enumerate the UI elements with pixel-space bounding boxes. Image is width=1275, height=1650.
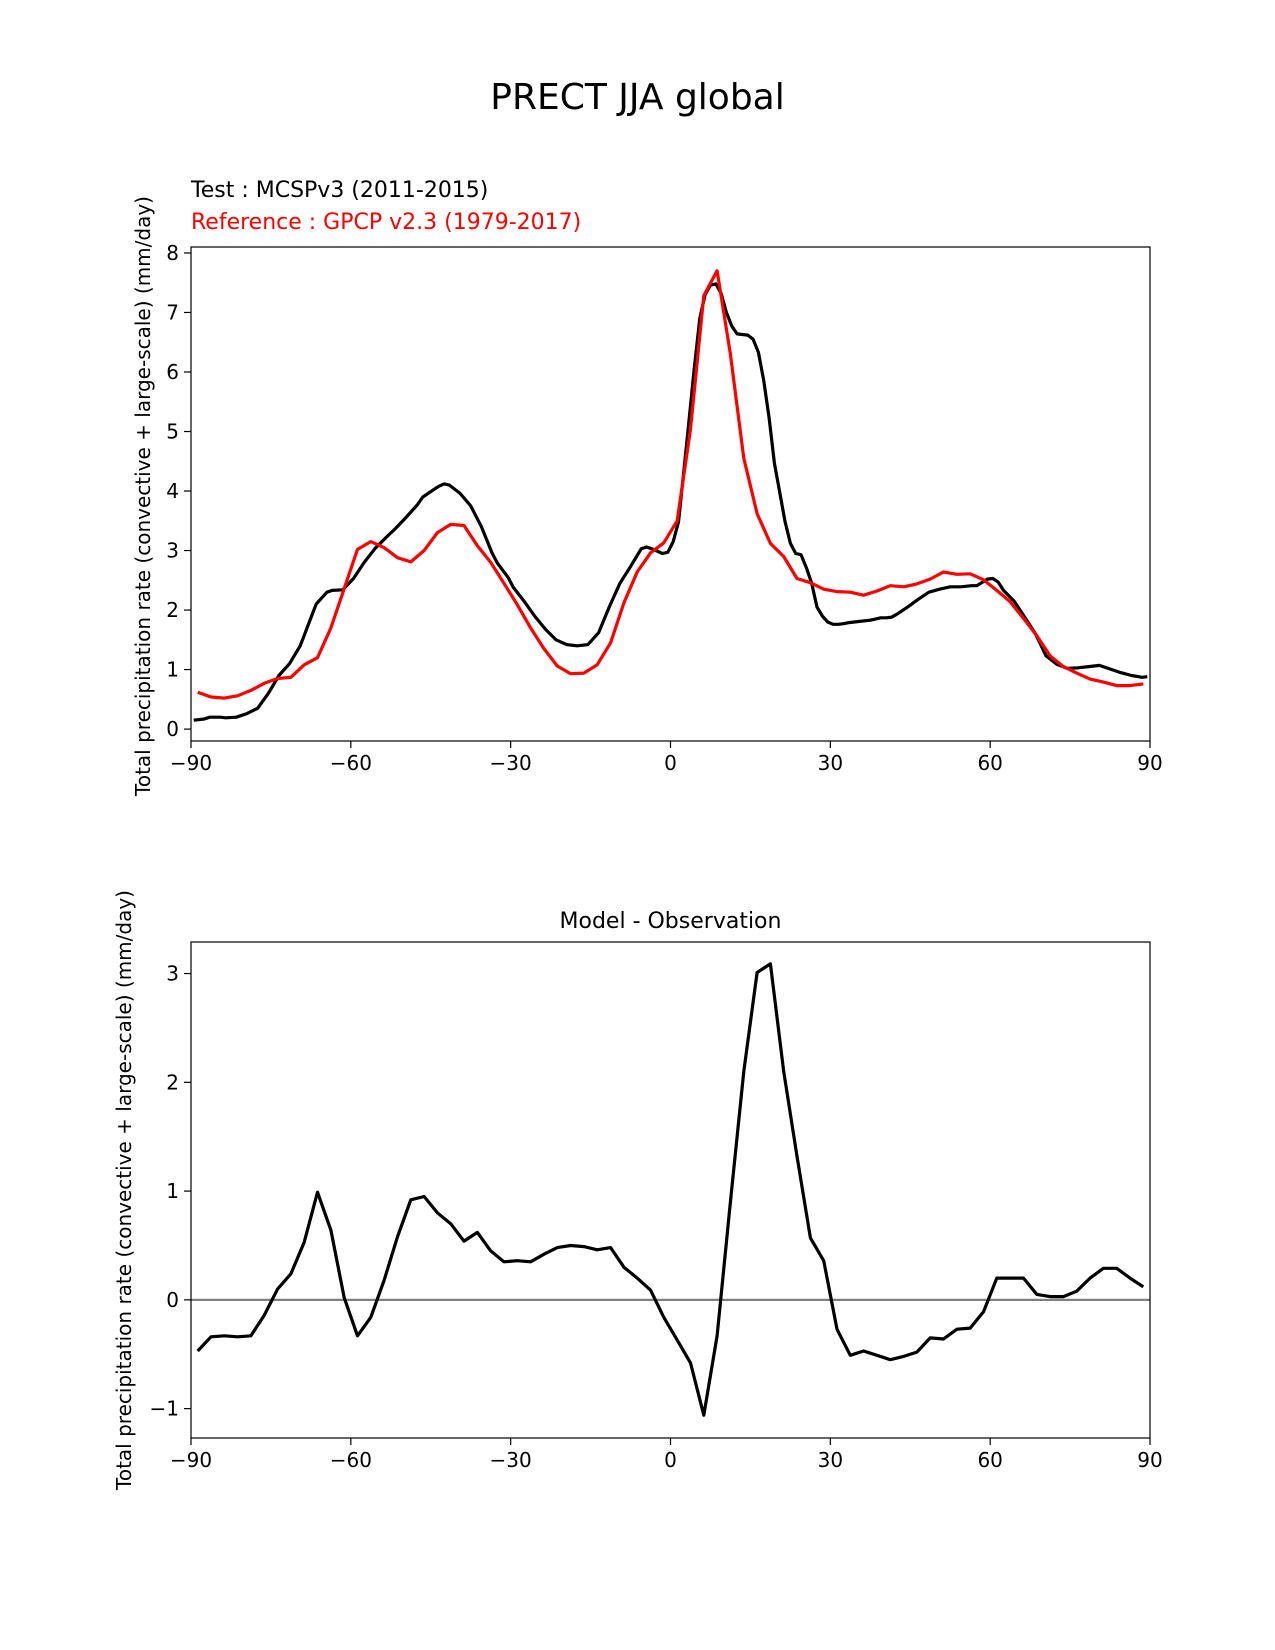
reference-label: Reference : GPCP v2.3 (1979-2017): [191, 210, 581, 235]
top-panel: Test : MCSPv3 (2011-2015) Reference : GP…: [131, 178, 1163, 797]
bottom-plot-area: [191, 962, 1150, 1417]
top-x-tick-label: 0: [664, 751, 677, 775]
bottom-x-tick-label: −30: [490, 1448, 532, 1472]
top-x-tick-label: −60: [330, 751, 372, 775]
top-series-line-0: [193, 282, 1148, 722]
bottom-x-tick-label: 90: [1137, 1448, 1162, 1472]
top-y-tick-label: 8: [166, 241, 179, 265]
top-y-tick-label: 2: [166, 598, 179, 622]
top-y-tick-label: 5: [166, 420, 179, 444]
top-x-tick-label: 60: [977, 751, 1002, 775]
bottom-x-tick-label: −90: [170, 1448, 212, 1472]
test-label: Test : MCSPv3 (2011-2015): [190, 178, 488, 203]
bottom-x-tick-label: 0: [664, 1448, 677, 1472]
bottom-y-tick-label: 3: [166, 962, 179, 986]
top-x-tick-label: 30: [818, 751, 843, 775]
bottom-y-tick-label: 1: [166, 1179, 179, 1203]
top-y-tick-label: 3: [166, 539, 179, 563]
bottom-panel: Model - Observation Total precipitation …: [112, 890, 1163, 1491]
top-y-tick-label: 0: [166, 717, 179, 741]
top-y-tick-label: 6: [166, 360, 179, 384]
bottom-y-axis-label: Total precipitation rate (convective + l…: [112, 890, 136, 1491]
top-plot-area: [193, 269, 1148, 722]
bottom-x-tick-label: 60: [977, 1448, 1002, 1472]
top-plot-frame: [190, 246, 1151, 742]
top-y-tick-label: 1: [166, 658, 179, 682]
top-axis-ticks: −90 −60 −30 0 30 60 90 0 1 2 3 4 5 6 7 8: [166, 241, 1162, 775]
top-x-tick-label: −30: [490, 751, 532, 775]
bottom-y-tick-label: −1: [150, 1397, 179, 1421]
bottom-series-line-0: [196, 962, 1145, 1417]
top-y-tick-label: 7: [166, 300, 179, 324]
top-y-axis-label: Total precipitation rate (convective + l…: [131, 196, 155, 797]
top-x-tick-label: −90: [170, 751, 212, 775]
figure-title: PRECT JJA global: [490, 77, 785, 118]
bottom-y-tick-label: 2: [166, 1070, 179, 1094]
bottom-y-tick-label: 0: [166, 1288, 179, 1312]
bottom-x-tick-label: 30: [818, 1448, 843, 1472]
bottom-panel-title: Model - Observation: [560, 909, 782, 934]
top-x-tick-label: 90: [1137, 751, 1162, 775]
top-y-tick-label: 4: [166, 479, 179, 503]
top-series-line-1: [197, 269, 1144, 700]
bottom-axis-ticks: −90 −60 −30 0 30 60 90 −1 0 1 2 3: [150, 962, 1163, 1472]
bottom-x-tick-label: −60: [330, 1448, 372, 1472]
bottom-plot-frame: [190, 941, 1151, 1439]
